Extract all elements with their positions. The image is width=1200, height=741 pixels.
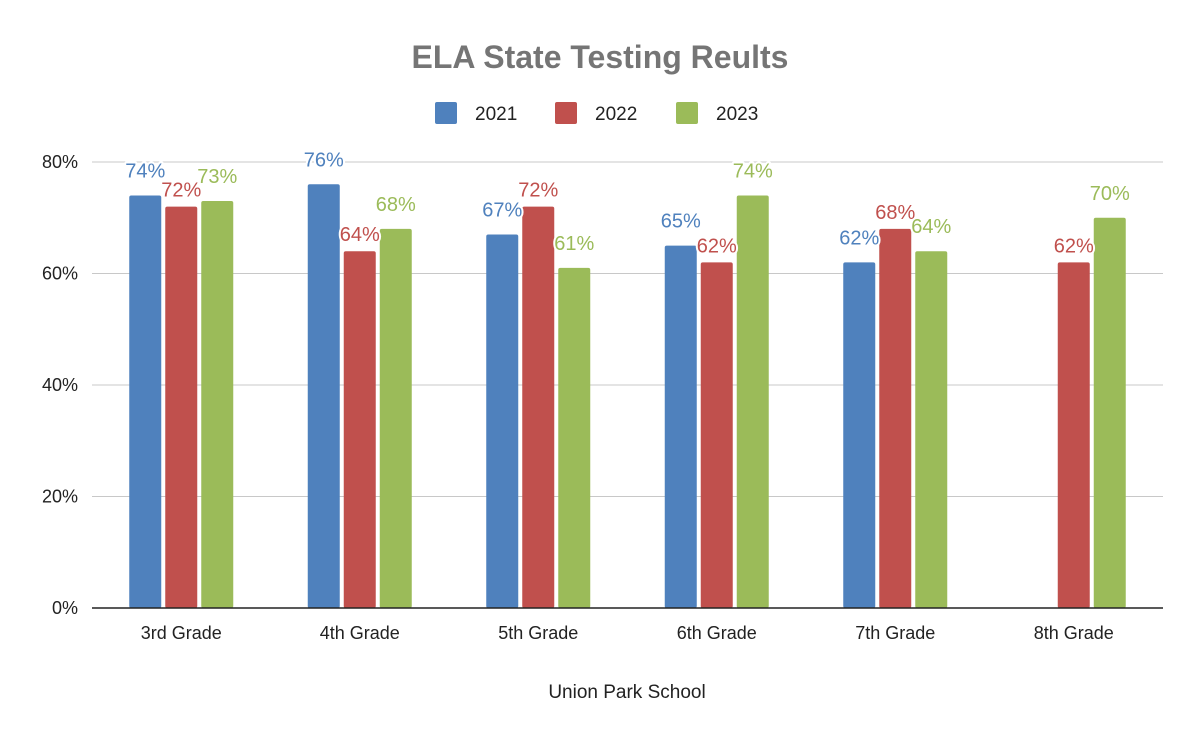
y-axis-ticks: 0% 20% 40% 60% 80% — [42, 152, 78, 618]
data-label-2022-0: 72% — [161, 180, 201, 202]
legend: 2021 2022 2023 — [435, 102, 758, 125]
data-label-2022-2: 72% — [518, 180, 558, 202]
x-category-label: 7th Grade — [855, 623, 935, 643]
y-tick-label: 80% — [42, 152, 78, 172]
bar-2023-2 — [558, 267, 591, 608]
data-label-2023-5: 70% — [1090, 183, 1130, 205]
x-category-label: 8th Grade — [1034, 623, 1114, 643]
legend-swatch-2022 — [555, 102, 577, 124]
y-tick-label: 0% — [52, 598, 78, 618]
gridlines — [92, 161, 1163, 497]
bar-2022-4 — [879, 228, 912, 608]
bar-2021-0 — [129, 195, 162, 608]
data-label-2021-3: 65% — [661, 211, 701, 233]
data-label-2021-1: 76% — [304, 149, 344, 171]
bar-2023-0 — [201, 201, 234, 608]
x-category-label: 5th Grade — [498, 623, 578, 643]
bar-2023-1 — [379, 228, 412, 608]
bar-2023-3 — [736, 195, 769, 608]
data-label-2021-2: 67% — [482, 199, 522, 221]
bar-2023-4 — [915, 251, 948, 608]
legend-label-2021: 2021 — [475, 104, 517, 125]
x-axis-categories: 3rd Grade 4th Grade 5th Grade 6th Grade 7th … — [141, 623, 1114, 643]
data-label-2021-0: 74% — [125, 160, 165, 182]
bar-2021-3 — [664, 245, 697, 608]
data-label-2022-4: 68% — [875, 202, 915, 224]
x-category-label: 6th Grade — [677, 623, 757, 643]
y-tick-label: 20% — [42, 487, 78, 507]
y-tick-label: 60% — [42, 264, 78, 284]
bar-2022-0 — [165, 206, 198, 608]
data-label-2023-3: 74% — [733, 160, 773, 182]
bar-2022-5 — [1057, 262, 1090, 608]
x-category-label: 3rd Grade — [141, 623, 222, 643]
data-label-2022-3: 62% — [697, 235, 737, 257]
bar-2021-4 — [843, 262, 876, 608]
x-category-label: 4th Grade — [320, 623, 400, 643]
x-axis-label: Union Park School — [548, 682, 705, 703]
y-tick-label: 40% — [42, 375, 78, 395]
legend-swatch-2021 — [435, 102, 457, 124]
bar-2022-1 — [343, 251, 376, 608]
chart-title: ELA State Testing Reults — [412, 39, 789, 75]
bar-2023-5 — [1093, 217, 1126, 608]
data-label-2023-4: 64% — [911, 216, 951, 238]
bar-2022-3 — [700, 262, 733, 608]
bar-2022-2 — [522, 206, 555, 608]
data-label-2022-5: 62% — [1054, 235, 1094, 257]
data-label-2023-0: 73% — [197, 166, 237, 188]
data-labels: 74%72%73%76%64%68% 67%72%61%65%62%74%62%6… — [123, 147, 1132, 259]
bar-2021-2 — [486, 234, 519, 608]
data-label-2023-1: 68% — [376, 194, 416, 216]
data-label-2021-4: 62% — [839, 227, 879, 249]
legend-swatch-2023 — [676, 102, 698, 124]
data-label-2022-1: 64% — [340, 224, 380, 246]
legend-label-2023: 2023 — [716, 104, 758, 125]
legend-label-2022: 2022 — [595, 104, 637, 125]
bars — [129, 184, 1126, 609]
bar-2021-1 — [307, 184, 340, 609]
data-label-2023-2: 61% — [554, 233, 594, 255]
